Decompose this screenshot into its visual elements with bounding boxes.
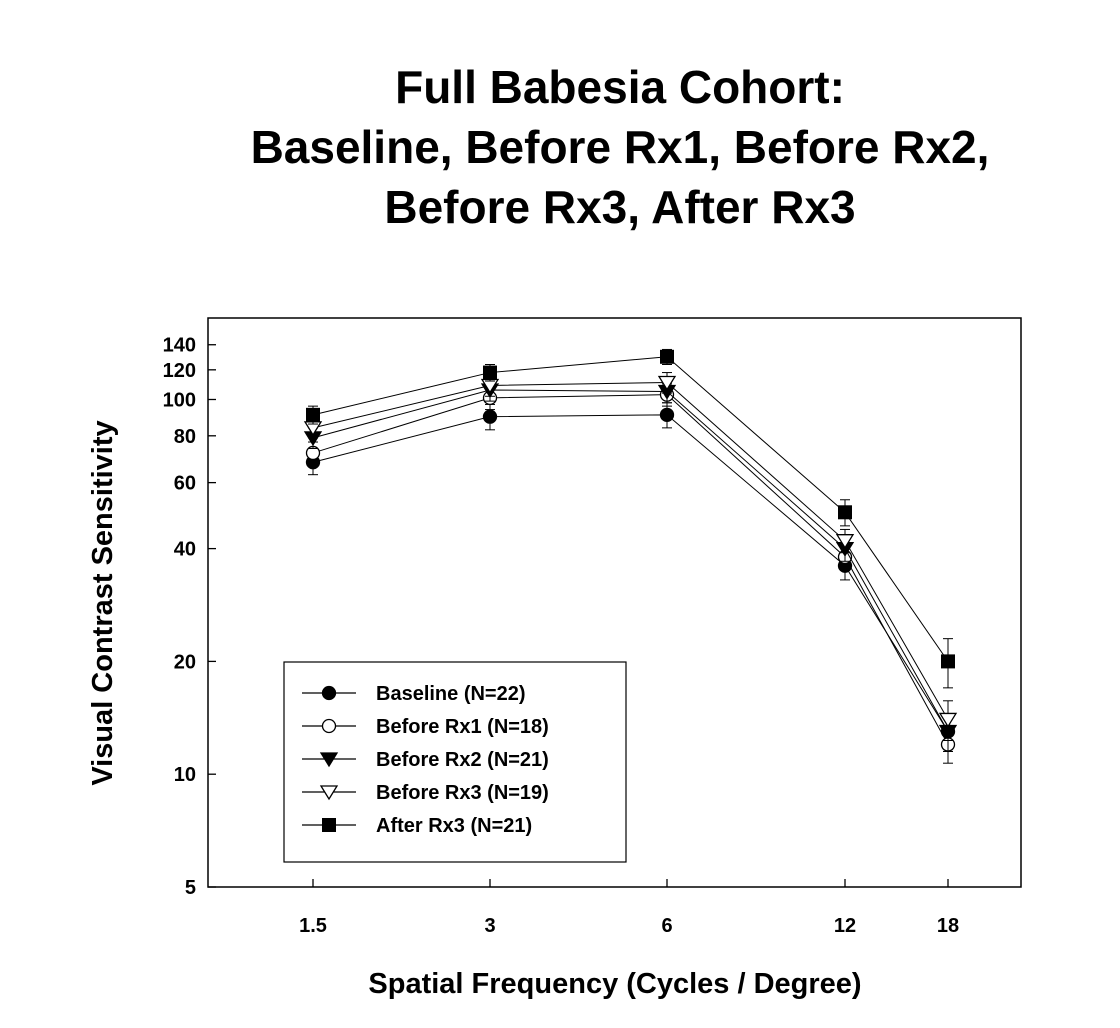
x-tick-label: 18 xyxy=(937,915,959,937)
chart-title-line-3: Before Rx3, After Rx3 xyxy=(384,181,855,233)
series-5 xyxy=(306,348,955,689)
y-tick-label: 140 xyxy=(163,335,196,357)
data-point xyxy=(482,409,498,424)
data-point xyxy=(941,654,955,669)
chart-title: Full Babesia Cohort: Baseline, Before Rx… xyxy=(251,61,990,233)
y-tick-label: 40 xyxy=(174,539,196,561)
data-point xyxy=(838,505,852,520)
y-axis: 5 10 20 40 60 80 100 120 140 xyxy=(163,335,216,899)
y-tick-label: 80 xyxy=(174,426,196,448)
chart-title-line-1: Full Babesia Cohort: xyxy=(395,61,845,113)
x-tick-label: 3 xyxy=(484,915,495,937)
legend-label: Baseline (N=22) xyxy=(376,683,526,705)
legend-marker xyxy=(321,685,337,701)
series-layer xyxy=(303,348,958,764)
chart-title-line-2: Baseline, Before Rx1, Before Rx2, xyxy=(251,121,990,173)
legend-marker xyxy=(319,752,339,768)
x-axis-title: Spatial Frequency (Cycles / Degree) xyxy=(368,968,861,1000)
data-point xyxy=(657,375,677,391)
legend-label: Before Rx2 (N=21) xyxy=(376,749,549,771)
legend-label: Before Rx1 (N=18) xyxy=(376,716,549,738)
legend-marker xyxy=(319,785,339,801)
legend-marker xyxy=(321,718,337,734)
y-tick-label: 20 xyxy=(174,651,196,673)
data-point xyxy=(659,407,675,422)
y-tick-label: 60 xyxy=(174,473,196,495)
x-tick-label: 12 xyxy=(834,915,856,937)
data-point xyxy=(835,534,855,549)
legend-label: After Rx3 (N=21) xyxy=(376,815,532,837)
series-4 xyxy=(303,372,958,742)
x-axis: 1.5 3 6 12 18 xyxy=(299,879,959,937)
data-point xyxy=(938,712,958,728)
y-axis-title: Visual Contrast Sensitivity xyxy=(87,420,119,785)
series-line xyxy=(312,356,949,662)
y-tick-label: 100 xyxy=(163,389,196,411)
legend-label: Before Rx3 (N=19) xyxy=(376,782,549,804)
legend: Baseline (N=22) Before Rx1 (N=18) Before R… xyxy=(283,661,627,863)
data-point xyxy=(660,349,674,364)
y-tick-label: 5 xyxy=(185,877,196,899)
y-tick-label: 120 xyxy=(163,360,196,382)
plot-frame xyxy=(207,317,1022,888)
x-tick-label: 1.5 xyxy=(299,915,327,937)
data-point xyxy=(306,407,320,422)
y-tick-label: 10 xyxy=(174,764,196,786)
x-tick-label: 6 xyxy=(661,915,672,937)
legend-box xyxy=(283,661,627,863)
data-point xyxy=(483,365,497,380)
legend-marker xyxy=(322,818,336,832)
